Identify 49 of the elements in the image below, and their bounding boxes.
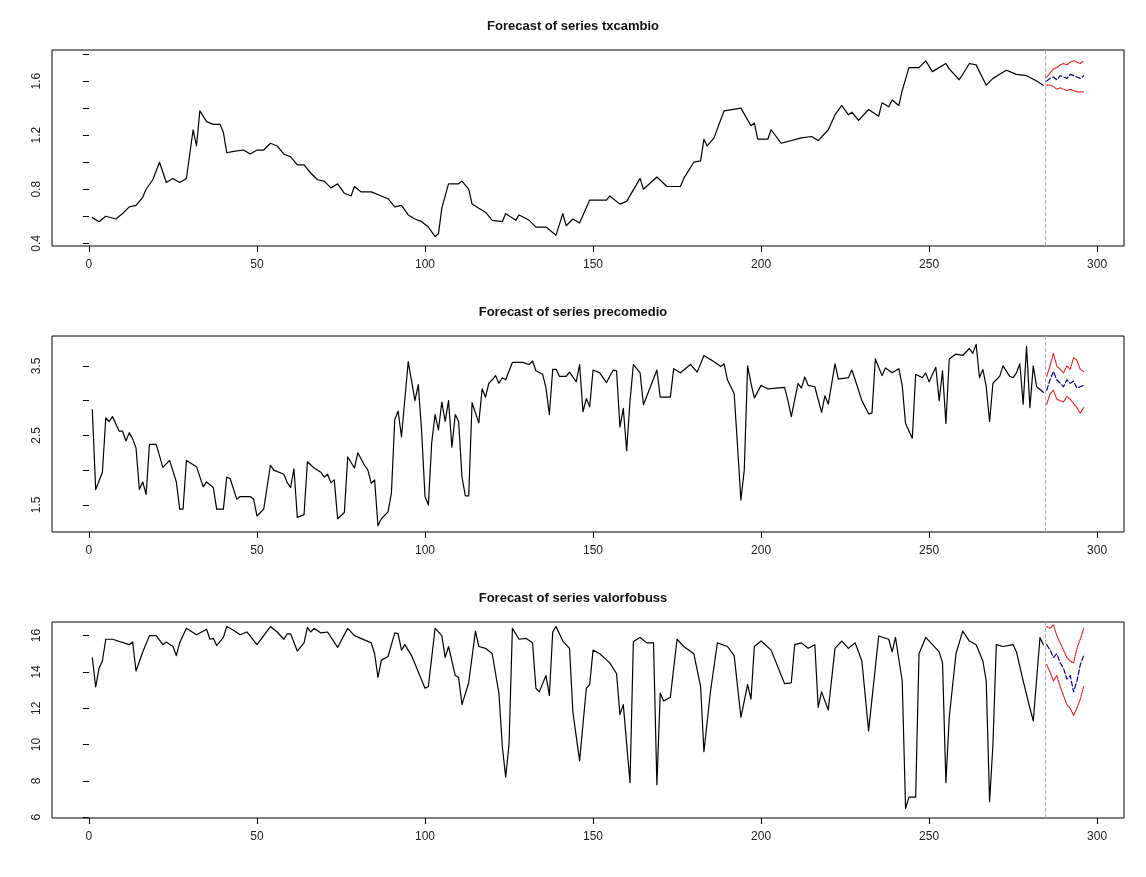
x-tick-label: 250 <box>919 543 940 557</box>
y-tick-label: 1.5 <box>29 496 43 514</box>
line-series <box>1046 73 1085 82</box>
line-series <box>91 625 1044 809</box>
x-tick-label: 0 <box>85 257 93 271</box>
chart-title: Forecast of series precomedio <box>478 304 668 319</box>
line-series <box>1046 60 1085 78</box>
line-series <box>1046 389 1085 414</box>
line-series <box>1046 84 1085 93</box>
y-tick-label: 8 <box>29 777 43 785</box>
line-series <box>91 60 1044 238</box>
y-tick-label: 0.4 <box>29 234 43 252</box>
x-tick-label: 100 <box>415 543 436 557</box>
x-tick-label: 150 <box>583 543 604 557</box>
x-tick-label: 200 <box>751 543 772 557</box>
y-tick-label: 12 <box>29 701 43 715</box>
y-tick-label: 1.2 <box>29 126 43 144</box>
line-series <box>1046 644 1085 693</box>
y-tick-label: 14 <box>29 664 43 679</box>
x-tick-label: 200 <box>751 829 772 843</box>
chart-title: Forecast of series txcambio <box>487 18 660 33</box>
y-tick-label: 10 <box>29 737 43 752</box>
x-tick-label: 100 <box>415 257 436 271</box>
x-tick-label: 0 <box>85 543 93 557</box>
line-series <box>1046 352 1085 377</box>
y-tick-label: 16 <box>29 628 43 643</box>
x-tick-label: 50 <box>250 257 264 271</box>
x-tick-label: 200 <box>751 257 772 271</box>
x-tick-label: 300 <box>1087 543 1108 557</box>
x-tick-label: 250 <box>919 829 940 843</box>
chart-title: Forecast of series valorfobuss <box>478 590 668 605</box>
x-tick-label: 300 <box>1087 257 1108 271</box>
line-series <box>91 343 1044 527</box>
x-tick-label: 100 <box>415 829 436 843</box>
x-tick-label: 300 <box>1087 829 1108 843</box>
y-tick-label: 0.8 <box>29 180 43 198</box>
line-series <box>1046 624 1085 664</box>
y-tick-label: 1.6 <box>29 72 43 90</box>
line-series <box>1046 370 1085 391</box>
x-tick-label: 50 <box>250 543 264 557</box>
x-tick-label: 50 <box>250 829 264 843</box>
x-tick-label: 0 <box>85 829 93 843</box>
y-tick-label: 3.5 <box>29 357 43 375</box>
x-tick-label: 150 <box>583 257 604 271</box>
y-tick-label: 2.5 <box>29 426 43 444</box>
x-tick-label: 150 <box>583 829 604 843</box>
line-series <box>1046 664 1085 717</box>
x-tick-label: 250 <box>919 257 940 271</box>
y-tick-label: 6 <box>29 813 43 821</box>
